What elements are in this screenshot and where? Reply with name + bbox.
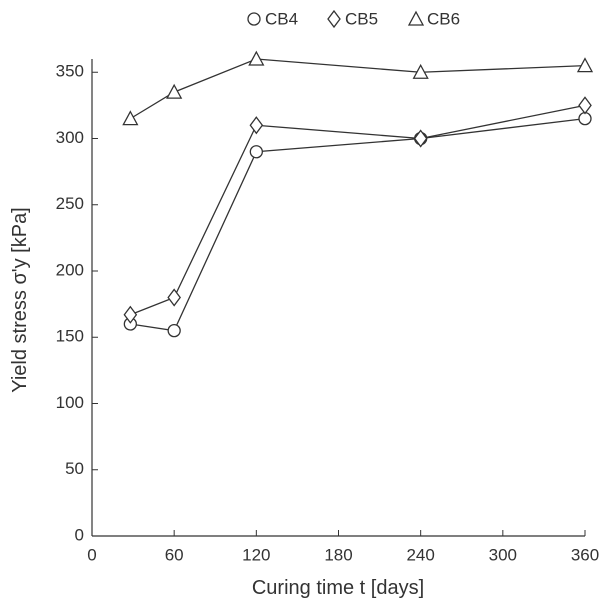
x-tick-label: 120 bbox=[242, 545, 270, 564]
y-tick-label: 350 bbox=[56, 62, 84, 81]
x-tick-label: 60 bbox=[165, 545, 184, 564]
legend-label: CB4 bbox=[265, 9, 298, 28]
y-tick-label: 300 bbox=[56, 128, 84, 147]
series-line bbox=[130, 104, 586, 316]
legend-marker bbox=[407, 10, 425, 26]
x-tick-label: 180 bbox=[324, 545, 352, 564]
y-tick-label: 200 bbox=[56, 260, 84, 279]
data-point bbox=[578, 96, 592, 115]
legend-marker bbox=[247, 12, 261, 26]
data-point bbox=[167, 288, 181, 307]
y-tick-label: 50 bbox=[65, 459, 84, 478]
data-point bbox=[249, 145, 263, 159]
data-point bbox=[249, 116, 264, 135]
data-point bbox=[576, 57, 594, 73]
legend-marker bbox=[327, 9, 341, 29]
y-tick-label: 150 bbox=[56, 327, 84, 346]
data-point bbox=[412, 63, 429, 79]
x-tick-label: 240 bbox=[406, 545, 434, 564]
series-line bbox=[130, 117, 586, 332]
x-tick-label: 300 bbox=[489, 545, 517, 564]
y-tick-label: 250 bbox=[56, 194, 84, 213]
x-tick-label: 360 bbox=[571, 545, 599, 564]
y-tick-label: 100 bbox=[56, 393, 84, 412]
data-point bbox=[122, 110, 139, 126]
data-point bbox=[123, 305, 138, 324]
x-tick-label: 0 bbox=[87, 545, 96, 564]
x-axis-title: Curing time t [days] bbox=[252, 577, 424, 599]
data-point bbox=[413, 129, 428, 148]
data-point bbox=[248, 50, 265, 66]
legend-label: CB6 bbox=[427, 9, 460, 28]
y-axis-title: Yield stress σ'y [kPa] bbox=[9, 207, 31, 392]
y-tick-label: 0 bbox=[75, 525, 84, 544]
legend-label: CB5 bbox=[345, 9, 378, 28]
data-point bbox=[167, 323, 181, 338]
series-line bbox=[130, 58, 586, 120]
data-point bbox=[166, 83, 183, 99]
